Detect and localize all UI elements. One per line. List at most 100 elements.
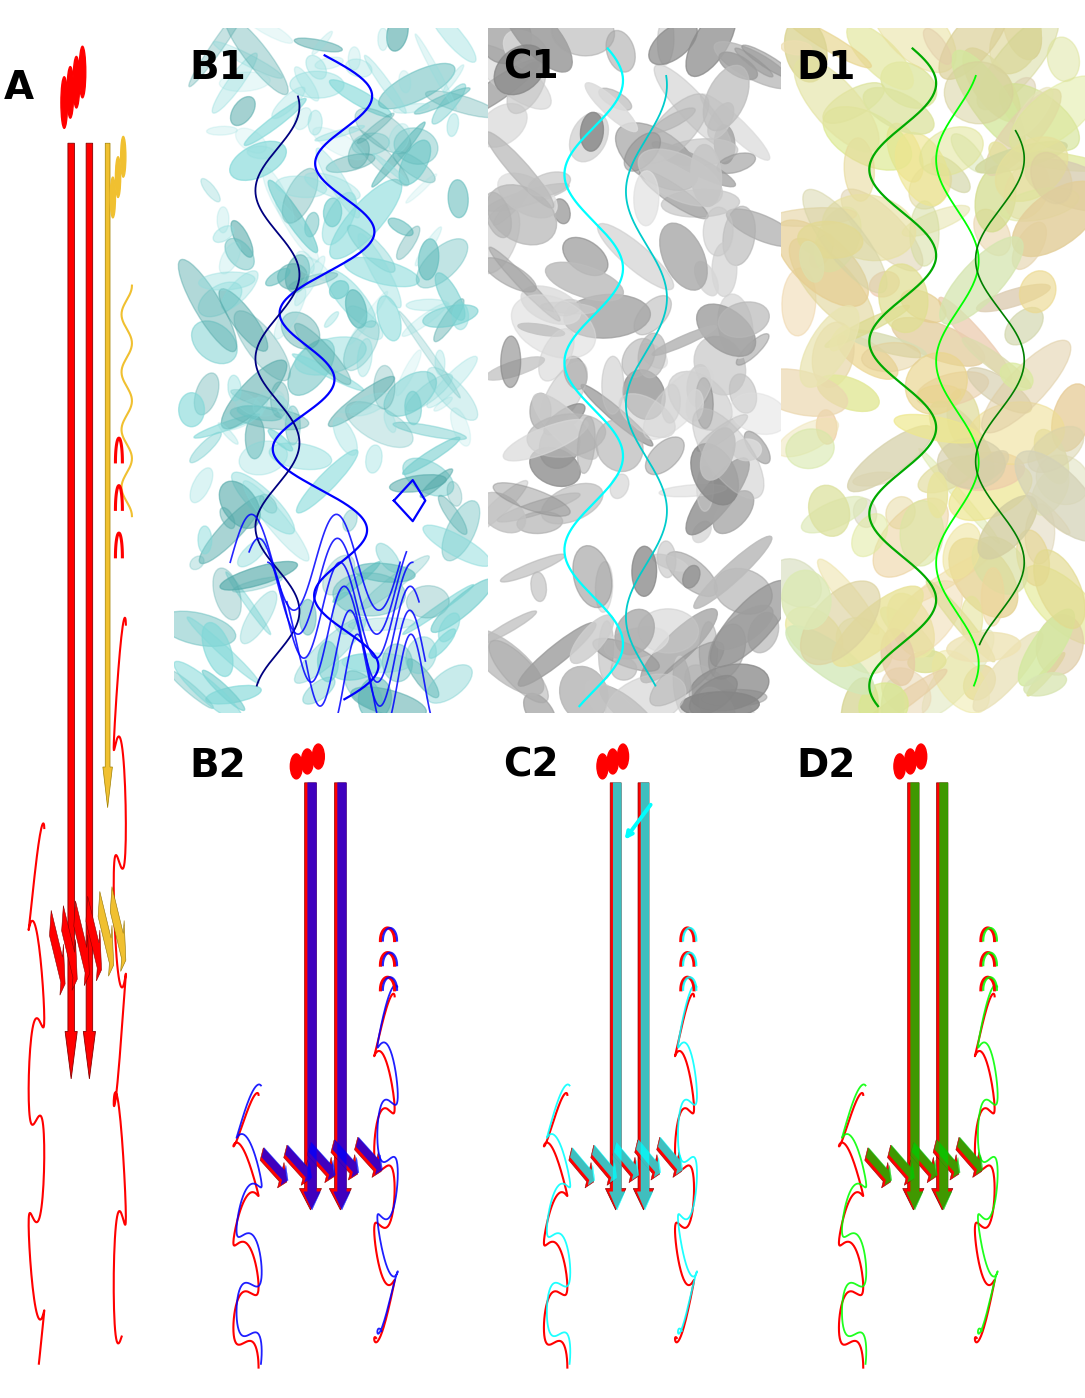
- Ellipse shape: [638, 608, 699, 653]
- FancyArrow shape: [84, 143, 95, 1079]
- Ellipse shape: [1025, 159, 1085, 211]
- Ellipse shape: [652, 326, 716, 355]
- Ellipse shape: [416, 34, 457, 109]
- Ellipse shape: [784, 17, 827, 82]
- Ellipse shape: [694, 261, 718, 296]
- Ellipse shape: [691, 443, 739, 505]
- Ellipse shape: [652, 554, 688, 570]
- Ellipse shape: [711, 580, 792, 667]
- FancyArrow shape: [331, 1139, 358, 1180]
- Ellipse shape: [707, 102, 733, 138]
- Ellipse shape: [582, 384, 653, 446]
- Ellipse shape: [276, 176, 327, 197]
- Ellipse shape: [294, 38, 342, 52]
- Ellipse shape: [879, 264, 928, 333]
- Circle shape: [67, 67, 74, 119]
- Ellipse shape: [276, 396, 295, 425]
- Ellipse shape: [346, 59, 372, 77]
- Ellipse shape: [1047, 38, 1080, 81]
- Ellipse shape: [658, 15, 674, 64]
- Ellipse shape: [518, 323, 564, 336]
- Ellipse shape: [691, 144, 722, 207]
- Ellipse shape: [554, 299, 580, 316]
- Ellipse shape: [622, 338, 654, 377]
- Ellipse shape: [270, 382, 289, 418]
- Ellipse shape: [231, 473, 294, 534]
- Ellipse shape: [292, 354, 363, 390]
- Ellipse shape: [219, 73, 270, 91]
- Ellipse shape: [553, 199, 571, 224]
- Ellipse shape: [664, 138, 738, 166]
- FancyArrow shape: [590, 1145, 615, 1186]
- Ellipse shape: [607, 31, 635, 73]
- Ellipse shape: [802, 496, 867, 533]
- Ellipse shape: [551, 8, 614, 56]
- Ellipse shape: [232, 391, 264, 417]
- Ellipse shape: [801, 582, 880, 664]
- Ellipse shape: [529, 393, 551, 429]
- Ellipse shape: [347, 225, 395, 273]
- Circle shape: [608, 749, 618, 774]
- Ellipse shape: [573, 545, 612, 608]
- Ellipse shape: [332, 654, 382, 681]
- Ellipse shape: [190, 468, 213, 503]
- Ellipse shape: [952, 50, 1025, 150]
- Ellipse shape: [599, 621, 613, 679]
- Ellipse shape: [881, 629, 915, 685]
- Ellipse shape: [228, 375, 241, 401]
- Ellipse shape: [481, 611, 536, 644]
- Ellipse shape: [384, 411, 396, 432]
- Ellipse shape: [373, 365, 395, 410]
- Ellipse shape: [501, 336, 521, 387]
- Ellipse shape: [803, 189, 888, 292]
- Ellipse shape: [846, 24, 914, 89]
- FancyArrow shape: [934, 1139, 960, 1177]
- Ellipse shape: [975, 141, 1068, 173]
- Ellipse shape: [232, 577, 282, 593]
- Ellipse shape: [519, 622, 596, 686]
- Ellipse shape: [1005, 308, 1043, 345]
- Ellipse shape: [394, 127, 438, 164]
- Ellipse shape: [923, 28, 952, 64]
- Ellipse shape: [206, 126, 238, 136]
- Ellipse shape: [685, 665, 764, 755]
- Ellipse shape: [682, 565, 700, 589]
- Ellipse shape: [680, 692, 759, 717]
- Ellipse shape: [419, 239, 438, 280]
- Ellipse shape: [749, 612, 779, 653]
- Ellipse shape: [832, 586, 923, 667]
- Ellipse shape: [221, 361, 286, 429]
- Ellipse shape: [539, 421, 579, 468]
- FancyArrow shape: [605, 783, 626, 1209]
- Ellipse shape: [318, 642, 339, 682]
- Ellipse shape: [928, 473, 947, 517]
- Ellipse shape: [871, 0, 956, 73]
- Ellipse shape: [920, 127, 983, 176]
- Ellipse shape: [717, 152, 755, 173]
- Ellipse shape: [290, 71, 344, 98]
- Ellipse shape: [426, 356, 477, 408]
- FancyArrow shape: [888, 1145, 914, 1186]
- Circle shape: [79, 46, 86, 98]
- Ellipse shape: [350, 686, 426, 719]
- Ellipse shape: [471, 481, 527, 534]
- Ellipse shape: [968, 368, 1032, 412]
- Ellipse shape: [544, 404, 585, 435]
- Ellipse shape: [732, 439, 762, 461]
- Ellipse shape: [326, 270, 375, 327]
- Ellipse shape: [541, 484, 603, 524]
- Ellipse shape: [217, 207, 229, 233]
- Ellipse shape: [947, 452, 1024, 491]
- Ellipse shape: [881, 607, 934, 657]
- Ellipse shape: [646, 438, 685, 474]
- Ellipse shape: [596, 419, 643, 471]
- Ellipse shape: [315, 126, 365, 141]
- Ellipse shape: [358, 233, 401, 308]
- Ellipse shape: [502, 0, 572, 73]
- Ellipse shape: [909, 162, 952, 210]
- Ellipse shape: [939, 298, 1011, 380]
- Ellipse shape: [467, 629, 544, 695]
- Ellipse shape: [718, 302, 769, 337]
- Text: C2: C2: [502, 747, 559, 784]
- Ellipse shape: [218, 422, 238, 445]
